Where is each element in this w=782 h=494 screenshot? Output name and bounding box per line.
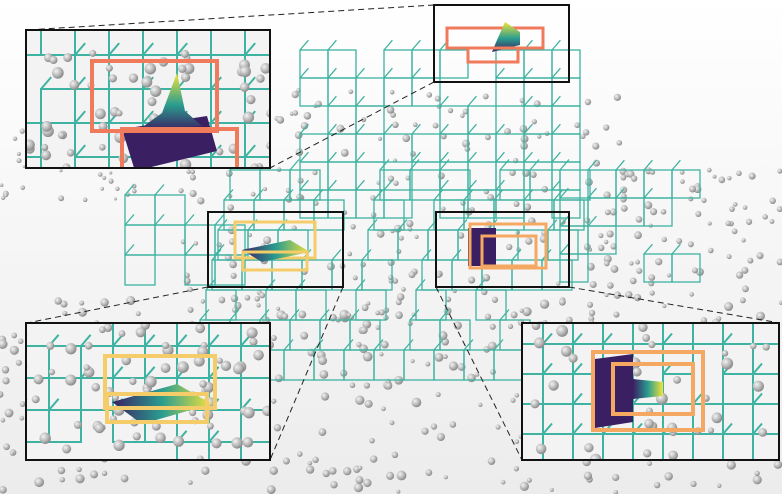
inset-bottom-right-canvas [523, 324, 778, 459]
inset-top-left-canvas [27, 31, 269, 167]
callout-right [435, 211, 570, 288]
callout-left [207, 211, 344, 288]
inset-top-left [25, 29, 271, 169]
highlight-cell-left [233, 220, 317, 272]
inset-bottom-right [521, 322, 780, 461]
highlight-cell-right [468, 222, 548, 270]
callout-top [433, 4, 570, 83]
inset-bottom-left-canvas [27, 324, 269, 459]
inset-bottom-left [25, 322, 271, 461]
highlight-cell-top [445, 22, 545, 64]
connector-lines [26, 4, 781, 461]
